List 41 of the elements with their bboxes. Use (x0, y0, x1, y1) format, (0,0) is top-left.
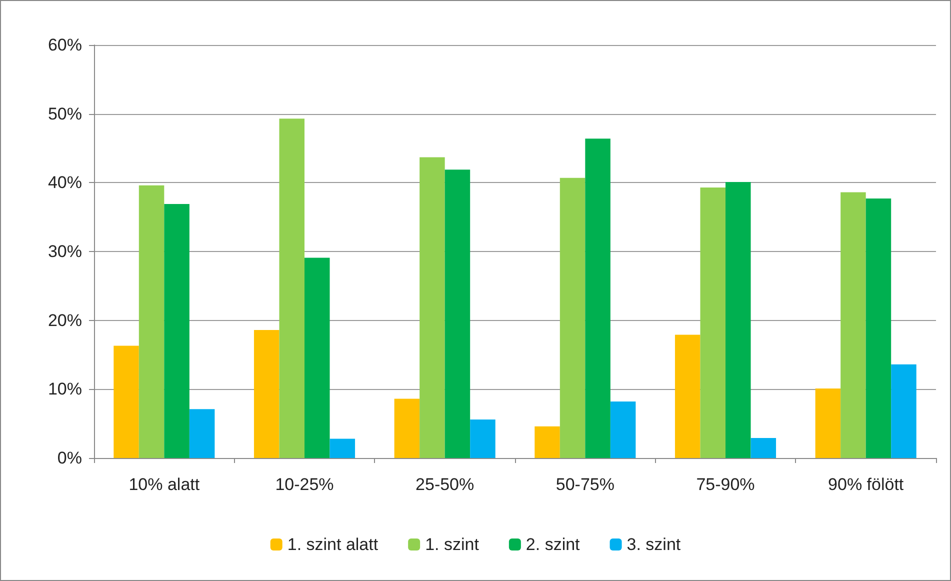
y-tick-label: 30% (48, 242, 82, 261)
x-tick-label: 75-90% (696, 475, 755, 494)
bar (610, 402, 636, 458)
y-tick-label: 20% (48, 310, 82, 330)
y-tick-label: 0% (57, 448, 82, 468)
y-tick-label: 10% (48, 380, 82, 399)
legend-label: 1. szint (425, 535, 480, 554)
bar (700, 187, 726, 458)
bar (815, 388, 841, 458)
bar (534, 426, 560, 458)
x-tick-label: 50-75% (556, 475, 614, 494)
legend-label: 2. szint (526, 535, 580, 554)
bar (560, 178, 586, 458)
bar (470, 419, 496, 458)
legend-label: 3. szint (626, 535, 681, 554)
bar (750, 438, 776, 458)
bar (891, 364, 916, 458)
legend-label: 1. szint alatt (287, 535, 378, 554)
bar (330, 438, 356, 458)
y-tick-label: 60% (48, 36, 82, 54)
bar (394, 398, 420, 458)
bar (444, 170, 470, 458)
bar (840, 192, 866, 458)
x-tick-label: 25-50% (416, 475, 474, 494)
bar (674, 334, 700, 458)
y-tick-label: 40% (48, 173, 82, 192)
bar (279, 118, 304, 458)
x-tick-label: 10-25% (275, 475, 334, 494)
bar (164, 204, 190, 458)
y-tick-label: 50% (48, 104, 82, 124)
x-tick-label: 10% alatt (128, 475, 200, 494)
bar (304, 258, 330, 458)
bar (114, 346, 139, 458)
bar (254, 330, 280, 458)
bar (585, 138, 610, 458)
x-tick-label: 90% fölött (828, 475, 904, 494)
bar (726, 182, 751, 458)
bar (866, 198, 892, 458)
bar (189, 409, 215, 458)
bar (138, 185, 164, 458)
bar (420, 157, 445, 458)
